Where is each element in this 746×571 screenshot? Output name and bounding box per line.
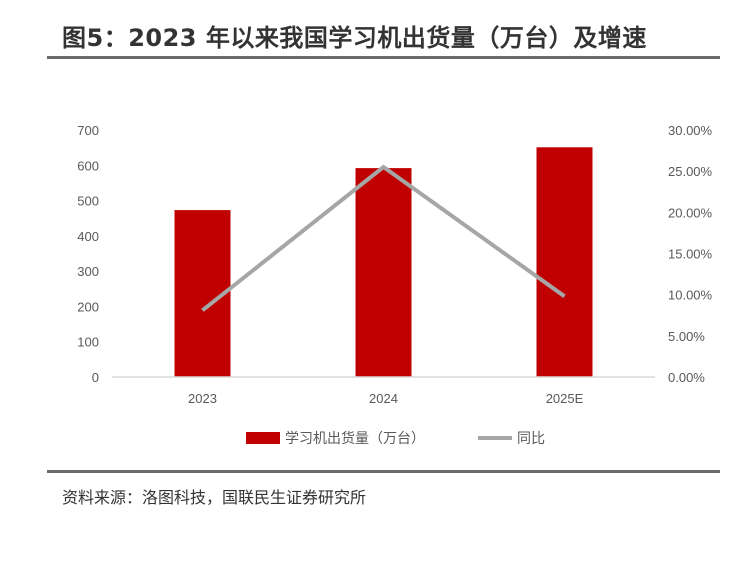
chart-title: 图5：2023 年以来我国学习机出货量（万台）及增速 <box>62 24 647 52</box>
y-tick-label: 500 <box>77 194 99 209</box>
legend-label-bar: 学习机出货量（万台） <box>285 430 425 447</box>
y2-tick-label: 5.00% <box>668 329 705 344</box>
source-divider <box>47 470 720 473</box>
x-tick-label: 2023 <box>188 391 217 406</box>
legend-label-line: 同比 <box>517 431 545 447</box>
y-tick-label: 0 <box>92 370 99 385</box>
x-tick-label: 2025E <box>546 391 584 406</box>
y2-tick-label: 20.00% <box>668 205 713 220</box>
y-tick-label: 300 <box>77 264 99 279</box>
bar-2025E <box>536 147 593 377</box>
source-note: 资料来源：洛图科技，国联民生证券研究所 <box>62 488 367 507</box>
y2-tick-label: 10.00% <box>668 288 713 303</box>
y-tick-label: 700 <box>77 123 99 138</box>
y2-tick-label: 15.00% <box>668 247 713 262</box>
y2-tick-label: 30.00% <box>668 123 713 138</box>
x-tick-label: 2024 <box>369 391 398 406</box>
y-tick-label: 200 <box>77 299 99 314</box>
bar-2024 <box>355 168 412 377</box>
title-divider <box>47 56 720 59</box>
legend-swatch-bar <box>246 432 280 444</box>
y-tick-label: 100 <box>77 335 99 350</box>
y-tick-label: 600 <box>77 158 99 173</box>
y2-tick-label: 0.00% <box>668 370 705 385</box>
y-tick-label: 400 <box>77 229 99 244</box>
y2-tick-label: 25.00% <box>668 164 713 179</box>
